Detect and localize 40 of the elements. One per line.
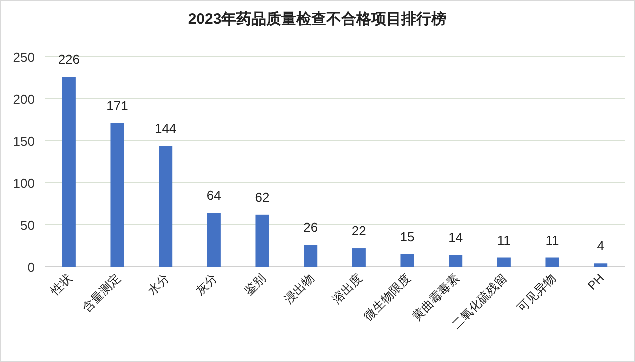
x-tick-label: 可见异物 <box>514 271 559 316</box>
x-tick-label: 浸出物 <box>282 271 317 307</box>
bar <box>352 248 366 267</box>
bar <box>497 258 511 267</box>
bar <box>449 255 463 267</box>
data-label: 11 <box>497 232 511 248</box>
data-label: 144 <box>154 121 177 136</box>
x-tick-label: 溶出度 <box>330 271 366 307</box>
bar <box>159 146 173 267</box>
bar <box>256 214 270 267</box>
bar <box>400 254 414 267</box>
x-tick-label: 含量测定 <box>80 271 124 316</box>
bar <box>207 213 221 267</box>
x-tick-label: 灰分 <box>193 271 220 298</box>
bar <box>110 123 124 267</box>
data-label: 64 <box>206 188 222 204</box>
data-label: 11 <box>546 232 560 248</box>
x-tick-label: 性状 <box>48 271 76 299</box>
y-tick-label: 200 <box>13 92 35 107</box>
bar <box>304 245 318 267</box>
x-tick-label: 鉴别 <box>242 271 269 298</box>
y-tick-label: 150 <box>13 134 35 149</box>
y-tick-label: 100 <box>13 176 35 191</box>
data-label: 14 <box>448 230 464 246</box>
data-label: 4 <box>597 238 604 254</box>
bar <box>62 77 76 267</box>
data-label: 171 <box>106 98 128 114</box>
data-label: 62 <box>255 190 270 205</box>
chart-title: 2023年药品质量检查不合格项目排行榜 <box>188 11 447 28</box>
data-label: 226 <box>58 52 80 68</box>
bar <box>594 264 608 267</box>
y-tick-label: 50 <box>20 218 35 233</box>
data-label: 22 <box>352 224 366 239</box>
data-label: 15 <box>400 229 415 244</box>
x-tick-label: 水分 <box>145 271 172 298</box>
y-tick-label: 0 <box>28 260 35 275</box>
data-label: 26 <box>304 220 318 236</box>
bar <box>546 258 560 267</box>
y-tick-label: 250 <box>13 50 35 65</box>
x-tick-label: PH <box>585 271 607 293</box>
